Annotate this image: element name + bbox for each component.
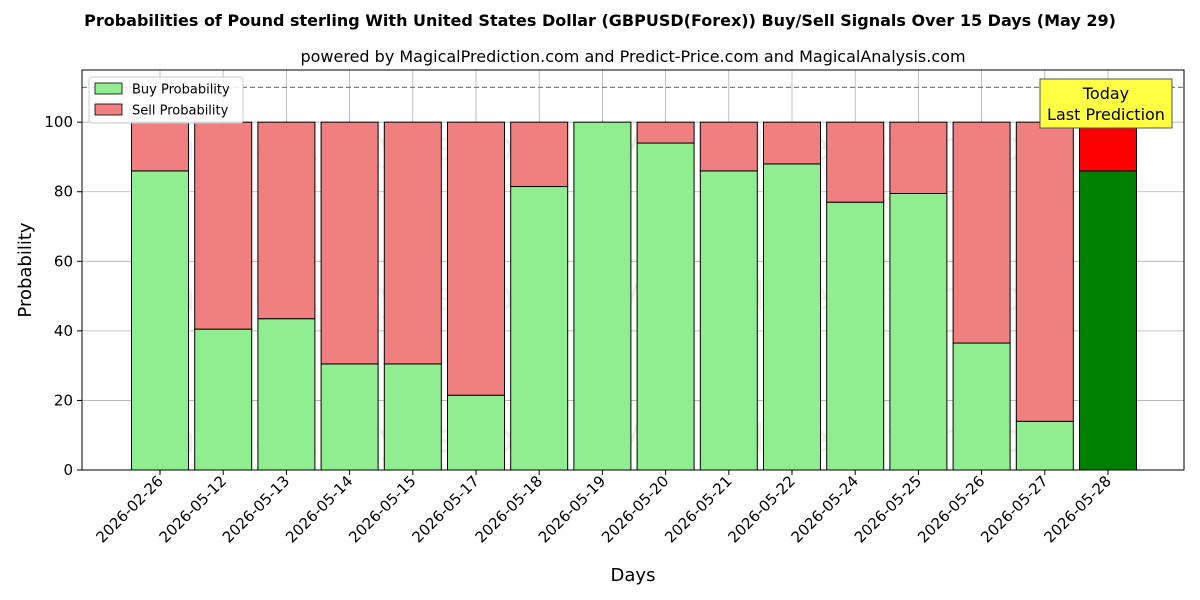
chart-title: Probabilities of Pound sterling With Uni…: [84, 11, 1116, 30]
legend-label: Sell Probability: [132, 104, 229, 119]
legend: Buy Probability Sell Probability: [88, 76, 244, 124]
legend-box: [88, 76, 244, 124]
sell-bar: [447, 121, 505, 396]
today-annotation: Today Last Prediction: [1039, 78, 1173, 129]
buy-bar: [699, 170, 758, 471]
sell-bar: [320, 121, 379, 365]
x-tick-label: 2026-05-13: [219, 472, 293, 546]
y-tick-label: 60: [54, 252, 73, 270]
sell-bar: [383, 121, 442, 365]
x-axis: 2026-02-262026-05-122026-05-132026-05-14…: [92, 470, 1115, 546]
y-axis-label: Probability: [15, 222, 36, 317]
legend-swatch: [94, 103, 123, 116]
y-tick-label: 0: [63, 461, 73, 479]
x-tick-label: 2026-05-12: [156, 472, 230, 546]
chart-subtitle: powered by MagicalPrediction.com and Pre…: [300, 47, 965, 66]
buy-bar: [383, 363, 442, 471]
x-tick-label: 2026-05-28: [1040, 472, 1114, 546]
x-tick-label: 2026-05-17: [408, 472, 482, 546]
buy-bar: [320, 363, 379, 471]
buy-bar: [636, 142, 695, 471]
buy-bar: [131, 170, 189, 471]
sell-bar: [826, 121, 885, 203]
buy-bar: [194, 328, 253, 471]
today-annotation-box: [1039, 78, 1173, 129]
buy-bar: [573, 121, 632, 471]
sell-bar: [763, 121, 821, 165]
legend-swatch: [94, 82, 123, 95]
x-tick-label: 2026-05-22: [724, 472, 798, 546]
buy-bar: [447, 394, 505, 471]
sell-bar: [636, 121, 695, 144]
y-tick-label: 20: [54, 391, 73, 409]
x-axis-label: Days: [611, 565, 656, 586]
x-tick-label: 2026-05-25: [851, 472, 925, 546]
y-tick-label: 80: [54, 183, 73, 201]
buy-bar: [510, 186, 569, 471]
bars: [131, 121, 1137, 471]
sell-bar: [699, 121, 758, 172]
sell-bar: [257, 121, 316, 320]
sell-bar: [131, 121, 189, 172]
plot-frame: [81, 69, 1185, 471]
legend-label: Buy Probability: [132, 83, 230, 98]
sell-bar: [952, 121, 1011, 344]
x-tick-label: 2026-05-19: [535, 472, 609, 546]
x-tick-label: 2026-05-27: [977, 472, 1051, 546]
sell-bar: [194, 121, 253, 330]
sell-bar: [1079, 121, 1137, 172]
today-annotation-text: Last Prediction: [1047, 105, 1165, 124]
today-annotation-text: Today: [1082, 84, 1129, 103]
buy-bar: [1015, 420, 1074, 471]
buy-bar: [257, 318, 316, 471]
x-tick-label: 2026-05-21: [661, 472, 735, 546]
x-tick-label: 2026-05-20: [598, 472, 672, 546]
x-tick-label: 2026-05-26: [914, 472, 988, 546]
x-tick-label: 2026-05-24: [788, 472, 862, 546]
buy-bar: [1079, 170, 1137, 471]
x-tick-label: 2026-02-26: [92, 472, 166, 546]
sell-bar: [1015, 121, 1074, 422]
x-tick-label: 2026-05-18: [472, 472, 546, 546]
x-tick-label: 2026-05-15: [345, 472, 419, 546]
sell-bar: [510, 121, 569, 188]
sell-bar: [889, 121, 948, 194]
buy-bar: [889, 192, 948, 471]
buy-bar: [826, 201, 885, 471]
buy-bar: [763, 163, 821, 471]
y-tick-label: 100: [44, 113, 73, 131]
buy-bar: [952, 342, 1011, 471]
x-tick-label: 2026-05-14: [282, 472, 356, 546]
y-tick-label: 40: [54, 322, 73, 340]
y-axis: 0 20 40 60 80 100: [44, 113, 82, 479]
